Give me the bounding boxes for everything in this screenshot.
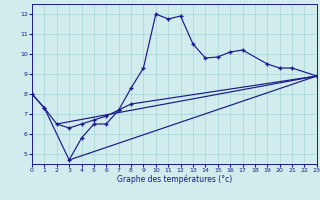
X-axis label: Graphe des températures (°c): Graphe des températures (°c) [117,175,232,184]
